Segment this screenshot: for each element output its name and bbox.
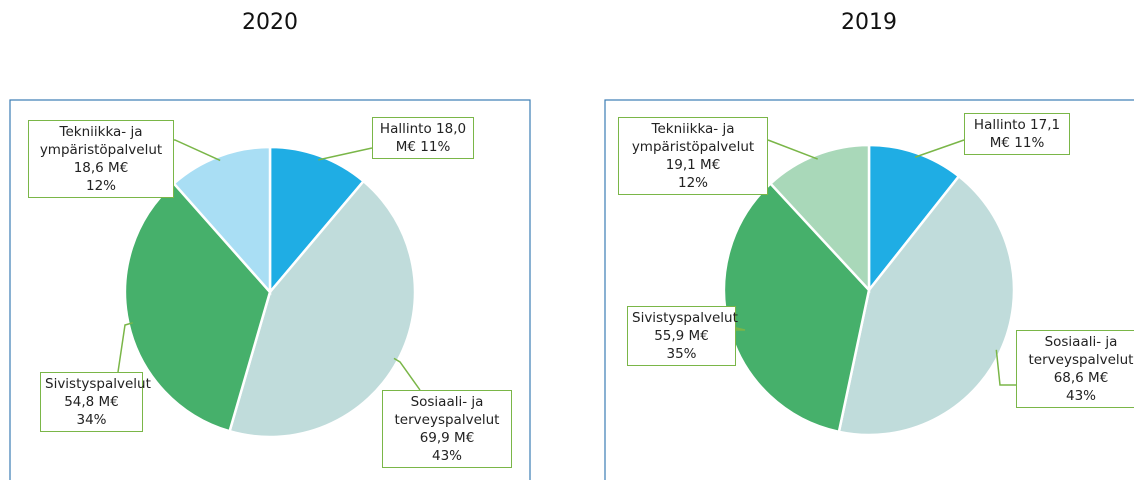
- pie-slice: [768, 143, 871, 294]
- pie-slice: [837, 174, 1016, 437]
- pie-slice: [268, 145, 366, 296]
- category-label: Hallinto: [379, 121, 432, 137]
- category-label: Sosiaali- ja terveyspalvelut: [394, 394, 500, 428]
- chart-title: 2019: [841, 10, 897, 35]
- pie-slice: [172, 145, 272, 296]
- slice-label: Tekniikka- ja ympäristöpalvelut 19,1 M€ 12…: [618, 117, 768, 195]
- category-label: Tekniikka- ja ympäristöpalvelut: [39, 124, 163, 158]
- leader-line: [318, 147, 373, 161]
- chart-title: 2020: [242, 10, 298, 35]
- share-label: 12%: [85, 178, 116, 194]
- category-label: Hallinto: [973, 117, 1026, 133]
- share-label: 35%: [666, 346, 697, 362]
- amount-label: 18,0 M€: [395, 121, 467, 155]
- amount-label: 55,9 M€: [654, 328, 709, 344]
- category-label: Tekniikka- ja ympäristöpalvelut: [631, 121, 755, 155]
- leader-line: [995, 349, 1016, 386]
- chart-frame: [604, 99, 1134, 480]
- share-label: 43%: [431, 448, 462, 464]
- pie-slice: [867, 143, 961, 294]
- leader-line: [733, 326, 746, 331]
- share-label: 43%: [1065, 388, 1096, 404]
- slice-label: Tekniikka- ja ympäristöpalvelut 18,6 M€ 12…: [28, 120, 174, 198]
- slice-label: Sivistyspalvelut 54,8 M€ 34%: [40, 372, 151, 432]
- slice-label: Sosiaali- ja terveyspalvelut 68,6 M€ 43%: [1016, 330, 1134, 408]
- amount-label: 69,9 M€: [419, 430, 475, 446]
- slice-label: Sosiaali- ja terveyspalvelut 69,9 M€ 43%: [382, 390, 512, 468]
- share-label: 34%: [76, 412, 107, 428]
- leader-line: [393, 357, 421, 391]
- amount-label: 68,6 M€: [1053, 370, 1109, 386]
- share-label: 12%: [677, 175, 708, 191]
- category-label: Sivistyspalvelut: [632, 310, 738, 326]
- leader-line: [914, 139, 965, 158]
- slice-label: Hallinto 17,1 M€ 11%: [964, 113, 1070, 155]
- leader-line: [117, 322, 133, 373]
- amount-label: 19,1 M€: [665, 157, 721, 173]
- leader-line: [174, 139, 221, 162]
- category-label: Sosiaali- ja terveyspalvelut: [1028, 334, 1134, 368]
- amount-label: 17,1 M€: [989, 117, 1061, 151]
- amount-label: 54,8 M€: [64, 394, 119, 410]
- slice-label: Sivistyspalvelut 55,9 M€ 35%: [627, 306, 738, 366]
- amount-label: 18,6 M€: [73, 160, 129, 176]
- slice-label: Hallinto 18,0 M€ 11%: [372, 117, 474, 159]
- leader-line: [767, 139, 818, 160]
- category-label: Sivistyspalvelut: [45, 376, 151, 392]
- chart-frame: [9, 99, 531, 480]
- share-label: 11%: [420, 139, 451, 155]
- share-label: 11%: [1014, 135, 1045, 151]
